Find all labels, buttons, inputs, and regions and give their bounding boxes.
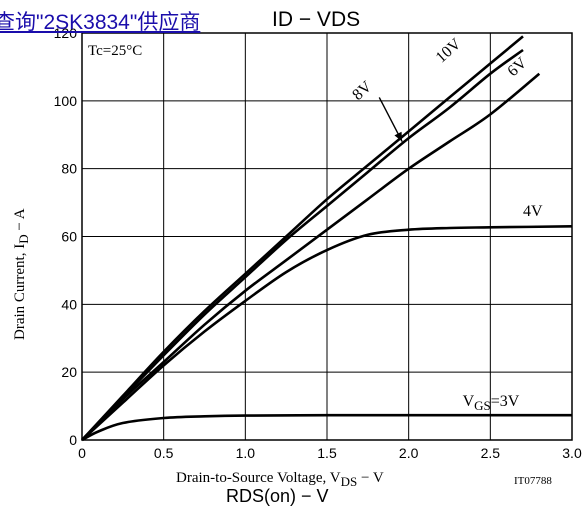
y-tick-label: 40: [61, 296, 77, 312]
label-arrow-head: [394, 131, 403, 142]
x-tick-label: 0.5: [154, 445, 174, 461]
series-line-vgs-3v: [81, 413, 572, 442]
curve-labels: 10V 8V 6V 4V VGS=3V: [349, 35, 543, 413]
grid-lines: [82, 33, 572, 440]
y-tick-label: 80: [61, 161, 77, 177]
y-tick-label: 0: [69, 432, 77, 448]
x-tick-label: 2.5: [481, 445, 501, 461]
chart-title: ID − VDS: [272, 8, 361, 31]
curve-label: 4V: [523, 203, 543, 220]
figure-code: IT07788: [514, 475, 552, 487]
series-line-4v: [81, 225, 573, 441]
curve-label: VGS=3V: [463, 393, 520, 413]
y-tick-label: 120: [54, 25, 78, 41]
y-tick-label: 100: [54, 93, 78, 109]
x-tick-label: 1.0: [236, 445, 256, 461]
x-tick-label: 3.0: [562, 445, 582, 461]
tick-labels: 0 0.5 1.0 1.5 2.0 2.5 3.0 0 20 40 60 80 100 120: [54, 25, 582, 461]
curve-label: 10V: [433, 35, 465, 66]
series-lines: [81, 35, 573, 442]
condition-label: Tc=25°C: [88, 43, 142, 59]
y-tick-label: 60: [61, 229, 77, 245]
y-axis-label: Drain Current, ID − A: [12, 208, 31, 340]
y-tick-label: 20: [61, 364, 77, 380]
x-tick-label: 1.5: [317, 445, 337, 461]
x-tick-label: 2.0: [399, 445, 419, 461]
x-axis-label: Drain-to-Source Voltage, VDS − V: [176, 470, 384, 489]
supplier-query-link[interactable]: 查询"2SK3834"供应商: [0, 11, 201, 34]
series-line-6v: [81, 72, 541, 441]
curve-label: 8V: [349, 78, 375, 104]
plot-frame: [81, 32, 573, 441]
series-line-8v: [81, 48, 524, 441]
curve-label: 6V: [505, 54, 531, 80]
series-line-10v: [81, 35, 524, 441]
x-tick-label: 0: [78, 445, 86, 461]
